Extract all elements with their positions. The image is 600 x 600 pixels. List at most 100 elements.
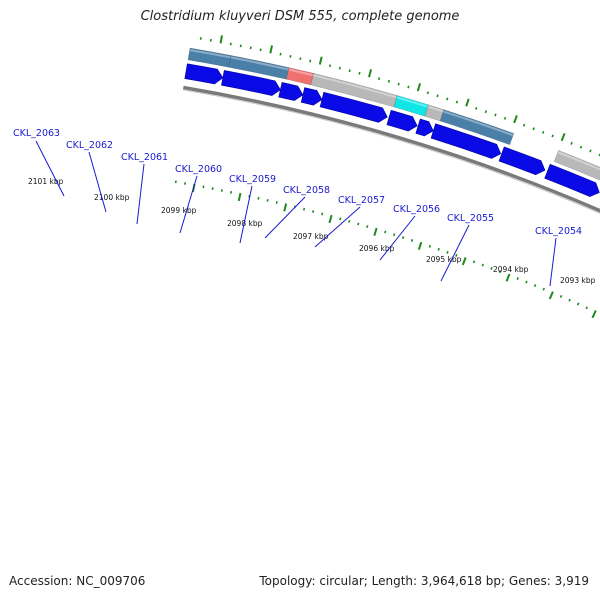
inner-minor-tick <box>410 238 414 242</box>
gene-label: CKL_2062 <box>66 140 113 151</box>
major-tick <box>416 83 422 92</box>
inner-minor-tick <box>257 196 260 200</box>
inner-minor-tick <box>472 260 476 264</box>
genome-summary-text: Topology: circular; Length: 3,964,618 bp… <box>259 574 589 588</box>
feature-block <box>424 104 445 122</box>
cds-arrow <box>415 118 434 137</box>
minor-tick <box>299 57 302 61</box>
feature-block <box>553 149 600 181</box>
major-tick <box>513 115 518 124</box>
gene-label-leader <box>239 185 253 244</box>
feature-highlight <box>313 74 397 99</box>
minor-tick <box>541 130 545 134</box>
gene-label: CKL_2060 <box>175 164 222 175</box>
cds-arrow <box>300 87 323 106</box>
gene-label: CKL_2061 <box>121 152 168 163</box>
minor-tick <box>446 97 449 101</box>
inner-major-tick <box>237 192 242 202</box>
minor-tick <box>475 106 478 110</box>
minor-tick <box>579 145 583 149</box>
inner-minor-tick <box>481 263 484 267</box>
inner-scale-ticks <box>174 180 597 319</box>
kbp-tick-label: 2096 kbp <box>359 244 395 253</box>
cds-arrow <box>278 82 304 101</box>
inner-minor-tick <box>384 230 387 234</box>
kbp-tick-label: 2095 kbp <box>426 255 462 264</box>
minor-tick <box>551 134 554 138</box>
feature-block <box>228 55 290 80</box>
minor-tick <box>484 110 487 114</box>
kbp-tick-labels: 2101 kbp 2100 kbp 2099 kbp 2098 kbp 2097 kbp… <box>28 177 596 285</box>
inner-minor-tick <box>348 219 351 223</box>
minor-tick <box>494 113 497 117</box>
minor-tick <box>407 85 410 89</box>
inner-minor-tick <box>366 225 369 228</box>
inner-major-tick <box>548 291 554 300</box>
gene-label: CKL_2054 <box>535 226 582 237</box>
cds-arrow <box>319 91 388 123</box>
gene-labels: CKL_2063 CKL_2062 CKL_2061 CKL_2060 CKL_2059… <box>13 128 582 287</box>
feature-highlight <box>427 105 444 113</box>
accession-text: Accession: NC_009706 <box>9 574 146 588</box>
inner-minor-tick <box>446 250 449 254</box>
feature-highlight <box>189 49 231 59</box>
major-tick <box>560 133 566 142</box>
inner-minor-tick <box>455 254 458 257</box>
gene-label: CKL_2063 <box>13 128 60 139</box>
minor-tick <box>358 71 361 75</box>
minor-tick <box>328 64 332 68</box>
inner-minor-tick <box>525 280 528 284</box>
inner-minor-tick <box>533 284 537 288</box>
inner-major-tick <box>505 273 511 282</box>
gene-label-leader <box>549 237 557 287</box>
outer-scale-ticks <box>199 35 600 157</box>
inner-minor-tick <box>568 298 571 302</box>
minor-tick <box>532 127 535 131</box>
major-tick <box>219 35 224 44</box>
kbp-tick-label: 2100 kbp <box>94 193 130 202</box>
inner-minor-tick <box>437 247 440 251</box>
backbone-shadow-arc <box>182 89 600 214</box>
feature-block <box>310 73 398 108</box>
gene-label-leader <box>440 224 470 282</box>
feature-highlight <box>443 110 514 137</box>
cds-arrow <box>544 163 600 197</box>
inner-minor-tick <box>542 287 545 291</box>
inner-minor-tick <box>302 207 306 211</box>
feature-block <box>393 95 429 117</box>
inner-minor-tick <box>428 244 431 248</box>
feature-block <box>187 47 232 68</box>
inner-major-tick <box>461 257 467 266</box>
kbp-tick-label: 2094 kbp <box>493 265 529 274</box>
cds-arrow <box>184 63 224 85</box>
major-tick <box>269 45 273 54</box>
minor-tick <box>589 149 592 153</box>
inner-minor-tick <box>585 306 588 310</box>
minor-tick <box>259 48 262 52</box>
genome-backbone <box>182 85 600 214</box>
cds-arrows <box>184 63 600 197</box>
inner-minor-tick <box>516 277 519 281</box>
inner-minor-tick <box>401 236 405 239</box>
inner-minor-tick <box>490 266 493 270</box>
inner-major-tick <box>591 310 597 319</box>
gene-label-leader <box>379 215 416 261</box>
inner-minor-tick <box>229 190 233 194</box>
gene-label: CKL_2057 <box>338 195 385 206</box>
genome-title: Clostridium kluyveri DSM 555, complete g… <box>140 9 460 24</box>
inner-minor-tick <box>499 270 502 274</box>
gene-label-leader <box>264 196 306 239</box>
minor-tick <box>436 94 439 98</box>
inner-minor-tick <box>576 302 580 306</box>
inner-minor-tick <box>559 295 563 298</box>
minor-tick <box>570 141 573 145</box>
gene-label-leader <box>179 175 198 234</box>
minor-tick <box>455 100 459 104</box>
kbp-tick-label: 2093 kbp <box>560 276 596 285</box>
feature-highlight <box>230 56 289 71</box>
cds-arrow <box>386 109 418 132</box>
kbp-tick-label: 2101 kbp <box>28 177 64 186</box>
feature-block <box>439 109 515 146</box>
gene-label-leader <box>136 163 145 225</box>
